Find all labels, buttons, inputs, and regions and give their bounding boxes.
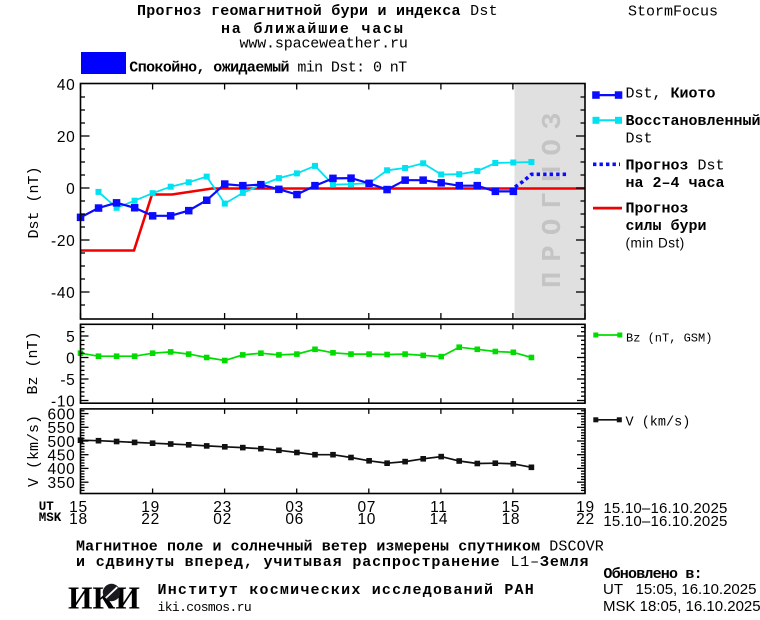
svg-text:22: 22	[141, 511, 160, 528]
svg-text:на 2–4 часа: на 2–4 часа	[626, 175, 725, 192]
svg-text:Bz (nT, GSM): Bz (nT, GSM)	[626, 332, 712, 346]
svg-text:UT 15:05, 16.10.2025: UT 15:05, 16.10.2025	[603, 581, 756, 598]
svg-text:V (km/s): V (km/s)	[26, 415, 43, 487]
svg-text:-10: -10	[51, 394, 76, 411]
svg-text:Dst: Dst	[626, 130, 653, 147]
svg-text:550: 550	[48, 420, 76, 437]
svg-text:03: 03	[285, 499, 304, 516]
svg-text:Прогноз геомагнитной бури и ин: Прогноз геомагнитной бури и индекса Dst	[137, 3, 498, 20]
svg-text:500: 500	[48, 434, 76, 451]
svg-text:Bz (nT): Bz (nT)	[25, 331, 42, 394]
svg-text:18: 18	[502, 511, 521, 528]
svg-text:Спокойно, ожидаемый min Dst: 0: Спокойно, ожидаемый min Dst: 0 nT	[129, 60, 407, 77]
svg-text:на ближайшие часы: на ближайшие часы	[221, 21, 405, 38]
svg-text:-20: -20	[51, 233, 76, 250]
svg-text:06: 06	[285, 511, 304, 528]
svg-text:MSK 18:05, 16.10.2025: MSK 18:05, 16.10.2025	[603, 598, 760, 615]
svg-text:15: 15	[502, 499, 521, 516]
svg-text:iki.cosmos.ru: iki.cosmos.ru	[158, 600, 252, 615]
svg-text:-5: -5	[60, 372, 75, 389]
svg-text:ИКИ: ИКИ	[68, 581, 140, 616]
svg-text:силы бури: силы бури	[626, 218, 707, 235]
svg-text:Прогноз Dst: Прогноз Dst	[626, 158, 725, 175]
svg-text:MSK: MSK	[39, 511, 62, 525]
svg-text:UT: UT	[39, 500, 55, 514]
svg-text:0: 0	[66, 181, 75, 198]
svg-text:350: 350	[48, 475, 76, 492]
svg-text:18: 18	[69, 511, 88, 528]
svg-text:Восстановленный: Восстановленный	[626, 113, 760, 130]
svg-text:Прогноз: Прогноз	[626, 201, 689, 218]
svg-text:07: 07	[357, 499, 376, 516]
svg-text:400: 400	[48, 461, 76, 478]
svg-text:40: 40	[57, 77, 76, 94]
svg-text:15.10–16.10.2025: 15.10–16.10.2025	[603, 513, 727, 530]
svg-text:ПРОГНОЗ: ПРОГНОЗ	[539, 102, 569, 288]
svg-text:450: 450	[48, 448, 76, 465]
svg-text:10: 10	[357, 511, 376, 528]
svg-text:14: 14	[430, 511, 449, 528]
svg-text:5: 5	[66, 329, 75, 346]
svg-text:23: 23	[213, 499, 232, 516]
svg-text:15: 15	[69, 499, 88, 516]
svg-text:0: 0	[66, 351, 75, 368]
svg-text:11: 11	[430, 499, 448, 516]
svg-text:19: 19	[576, 499, 595, 516]
svg-text:Институт космических исследова: Институт космических исследований РАН	[158, 582, 535, 599]
svg-text:22: 22	[576, 511, 595, 528]
svg-text:600: 600	[48, 406, 76, 423]
svg-text:(min Dst): (min Dst)	[626, 236, 685, 251]
svg-text:20: 20	[57, 129, 76, 146]
svg-text:и сдвинуты вперед, учитывая ра: и сдвинуты вперед, учитывая распростране…	[76, 554, 589, 571]
svg-text:Dst, Киото: Dst, Киото	[626, 86, 716, 103]
svg-text:15.10–16.10.2025: 15.10–16.10.2025	[603, 500, 727, 517]
svg-text:V (km/s): V (km/s)	[626, 416, 691, 431]
svg-text:02: 02	[213, 511, 232, 528]
svg-text:Обновлено в:: Обновлено в:	[603, 566, 701, 583]
svg-text:Dst (nT): Dst (nT)	[26, 166, 43, 238]
svg-text:Магнитное поле и солнечный вет: Магнитное поле и солнечный ветер измерен…	[76, 539, 604, 556]
svg-text:19: 19	[141, 499, 160, 516]
svg-text:StormFocus: StormFocus	[628, 4, 718, 21]
svg-text:-40: -40	[51, 285, 76, 302]
svg-text:www.spaceweather.ru: www.spaceweather.ru	[240, 36, 408, 53]
